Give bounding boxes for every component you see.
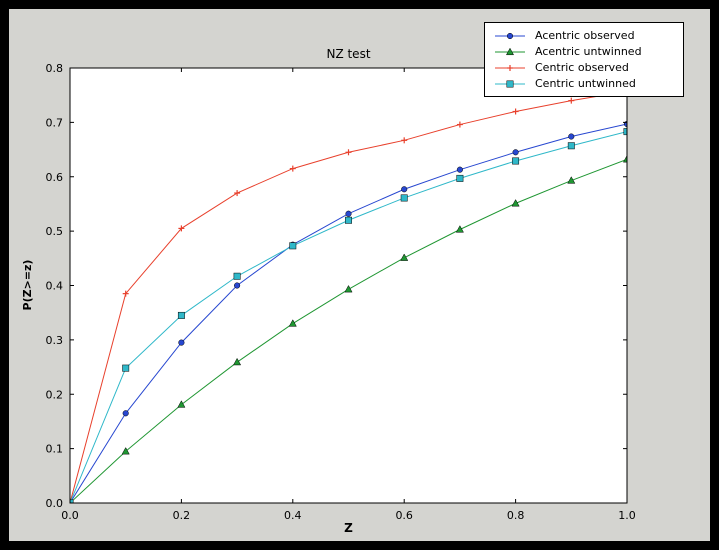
square-marker-icon	[456, 174, 464, 182]
square-marker-icon	[506, 80, 514, 87]
legend-item: Acentric untwinned	[493, 45, 675, 58]
y-tick-label: 0.0	[46, 497, 64, 510]
square-marker-icon	[512, 157, 520, 165]
legend-label: Acentric untwinned	[535, 45, 642, 58]
square-marker-icon	[400, 194, 408, 202]
square-marker-icon	[289, 242, 297, 250]
triangle-marker-icon	[400, 253, 409, 261]
legend-sample-triangle-icon	[495, 47, 525, 55]
plot-area: 0.0 0.2 0.4 0.6 0.8 1.0 0.0 0.1 0.2 0.3 0.4 0.5 0.6 0…	[46, 62, 636, 522]
legend-item: Centric observed	[493, 61, 675, 74]
triangle-marker-icon	[344, 284, 353, 293]
circle-marker-icon	[178, 339, 185, 346]
legend-sample-circle-icon	[495, 32, 525, 39]
circle-marker-icon	[568, 133, 575, 140]
circle-marker-icon	[345, 210, 352, 217]
x-tick-label: 0.6	[395, 509, 413, 522]
triangle-marker-icon	[505, 47, 515, 55]
legend-label: Acentric observed	[535, 29, 635, 42]
triangle-marker-icon	[233, 357, 242, 366]
circle-marker-icon	[401, 186, 408, 193]
x-tick-label: 0.8	[507, 509, 525, 522]
circle-marker-icon	[506, 32, 514, 39]
y-tick-label: 0.3	[46, 334, 64, 347]
triangle-marker-icon	[511, 199, 520, 207]
x-tick-label: 0.2	[173, 509, 191, 522]
legend-item: Acentric observed	[493, 29, 675, 42]
legend-sample-square-icon	[495, 80, 525, 87]
y-axis-label: P(Z>=z)	[21, 259, 34, 311]
legend: Acentric observed Acentric untwinned Centr…	[484, 22, 684, 97]
triangle-marker-icon	[121, 447, 130, 455]
x-tick-label: 1.0	[618, 509, 636, 522]
y-tick-label: 0.5	[46, 225, 64, 238]
triangle-marker-icon	[455, 225, 464, 233]
circle-marker-icon	[456, 166, 463, 173]
square-marker-icon	[122, 364, 130, 372]
circle-marker-icon	[122, 410, 129, 417]
legend-sample-plus-icon	[495, 64, 525, 71]
y-tick-label: 0.2	[46, 388, 64, 401]
y-tick-label: 0.1	[46, 443, 64, 456]
legend-label: Centric observed	[535, 61, 629, 74]
triangle-marker-icon	[567, 176, 576, 184]
triangle-marker-icon	[622, 155, 627, 163]
x-axis-label: Z	[344, 521, 353, 535]
square-marker-icon	[233, 272, 241, 280]
triangle-marker-icon	[177, 400, 186, 408]
x-tick-label: 0.0	[61, 509, 79, 522]
y-tick-label: 0.8	[46, 62, 64, 75]
circle-marker-icon	[512, 149, 519, 156]
legend-item: Centric untwinned	[493, 77, 675, 90]
square-marker-icon	[177, 311, 185, 319]
square-marker-icon	[345, 216, 352, 224]
y-tick-label: 0.7	[46, 116, 64, 129]
legend-label: Centric untwinned	[535, 77, 636, 90]
chart-title: NZ test	[326, 47, 371, 61]
y-tick-label: 0.4	[46, 280, 64, 293]
figure-canvas: 0.0 0.2 0.4 0.6 0.8 1.0 0.0 0.1 0.2 0.3 0.4 0.5 0.6 0…	[9, 9, 710, 541]
y-tick-label: 0.6	[46, 171, 64, 184]
triangle-marker-icon	[288, 319, 297, 327]
circle-marker-icon	[234, 282, 241, 289]
square-marker-icon	[567, 142, 575, 150]
x-tick-label: 0.4	[284, 509, 302, 522]
